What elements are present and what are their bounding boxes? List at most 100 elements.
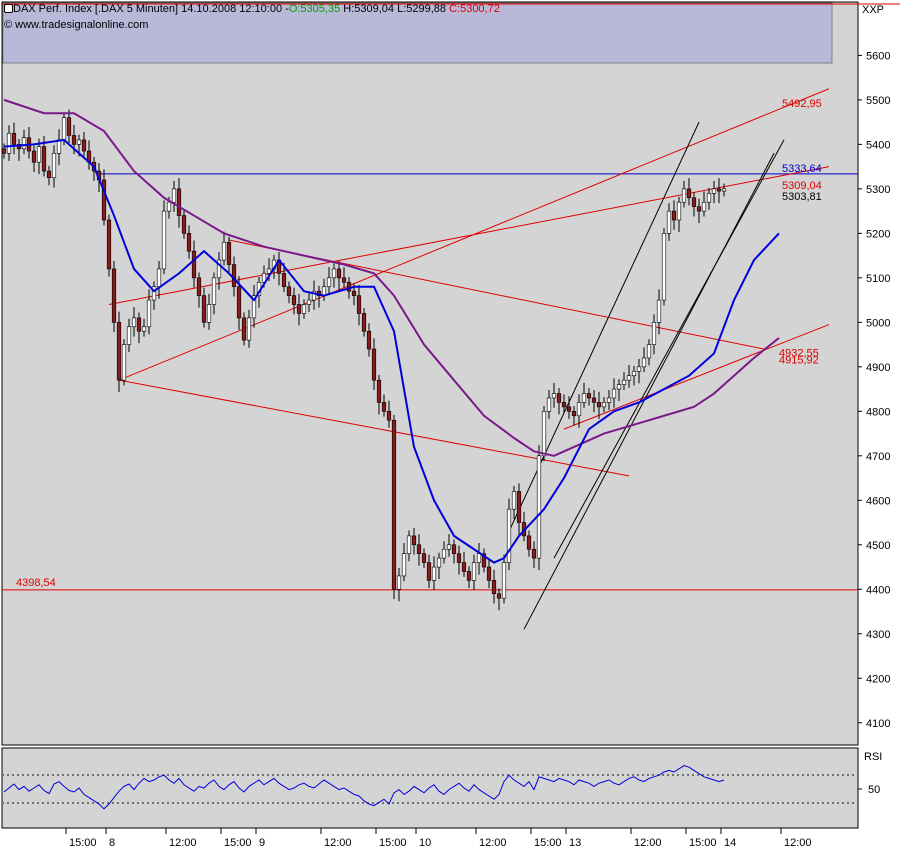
candle-body [471,562,477,581]
candle-body [46,170,52,179]
candle-body [386,411,392,421]
candle-body [351,290,357,296]
candle-body [501,562,507,599]
x-tick-label: 15:00 [69,837,97,849]
candle-body [311,290,317,301]
candle-body [2,148,7,154]
candle-body [186,233,192,252]
trendline [523,153,775,630]
candle-body [56,139,62,154]
candle-body [116,322,122,381]
candle-body [476,553,482,563]
candle-body [411,535,417,546]
candle-body [51,152,57,179]
candle-body [656,299,662,323]
window-menu-icon[interactable] [4,4,13,13]
y-tick-label: 5600 [866,50,890,62]
candle-body [131,317,137,328]
candle-body [481,553,487,568]
candle-body [141,326,147,332]
candle-body [246,317,252,341]
candle-body [406,535,412,554]
y-tick-label: 5200 [866,228,890,240]
candle-body [31,150,37,163]
rsi-tick-label: 50 [868,784,880,796]
candle-body [291,295,297,305]
candle-body [296,304,302,314]
close-value: C:5300,72 [449,3,500,15]
candle-body [506,508,512,563]
candle-body [661,233,667,301]
candle-body [531,548,537,559]
y-tick-label: 5400 [866,139,890,151]
candle-body [206,304,212,323]
candle-body [286,286,292,296]
candle-body [676,201,682,221]
candle-body [591,397,597,403]
datetime-label: 14.10.2008 12:10:00 [181,3,283,15]
candle-body [701,201,707,212]
open-value: O:5305,35 [288,3,341,15]
candle-body [346,281,352,292]
candle-body [241,317,247,341]
y-tick-label: 4200 [866,673,890,685]
candle-body [456,553,462,563]
candle-body [576,402,582,417]
price-label: 4915,92 [779,355,819,367]
candle-body [436,557,442,568]
x-tick-label: 8 [109,837,115,849]
candle-body [711,188,717,194]
candle-body [421,553,427,563]
trendline [553,139,785,559]
symbol-label: DAX Perf. Index [.DAX 5 Minuten] [13,3,179,15]
candle-body [236,286,242,319]
candle-body [626,375,632,381]
candle-body [231,264,237,288]
rsi-label: RSI [864,751,882,763]
candle-body [681,188,687,203]
candle-body [151,286,157,301]
candle-body [446,544,452,550]
candle-body [451,544,457,554]
candle-body [466,571,472,581]
candle-body [161,210,167,270]
candle-body [306,299,312,305]
candle-body [546,397,552,412]
candle-body [216,259,222,279]
candle-body [691,197,697,207]
candle-body [641,357,647,368]
candle-body [526,535,532,550]
candle-body [41,146,47,172]
y-tick-label: 5100 [866,273,890,285]
y-tick-label: 4500 [866,540,890,552]
candle-body [671,210,677,221]
candle-body [331,268,337,279]
candle-body [101,179,107,221]
candle-body [561,402,567,408]
candle-body [581,393,587,403]
candle-body [281,273,287,288]
rsi-panel [1,747,859,829]
candle-body [366,330,372,350]
candle-body [566,406,572,412]
price-label: 5303,81 [782,191,822,203]
candle-body [181,215,187,234]
candle-body [461,562,467,572]
x-tick-label: 12:00 [324,837,352,849]
candle-body [401,553,407,577]
candle-body [176,188,182,216]
x-tick-label: 12:00 [634,837,662,849]
x-tick-label: 12:00 [479,837,507,849]
candle-body [21,137,27,150]
candle-body [586,393,592,399]
candle-body [376,379,382,403]
x-tick-label: 13 [569,837,581,849]
trendline [563,324,830,430]
candle-body [536,455,542,559]
candle-body [251,295,257,319]
candle-body [71,135,77,145]
price-label: 5333,64 [782,163,822,175]
candle-body [706,193,712,203]
legend-box [2,2,833,64]
candle-body [361,313,367,332]
